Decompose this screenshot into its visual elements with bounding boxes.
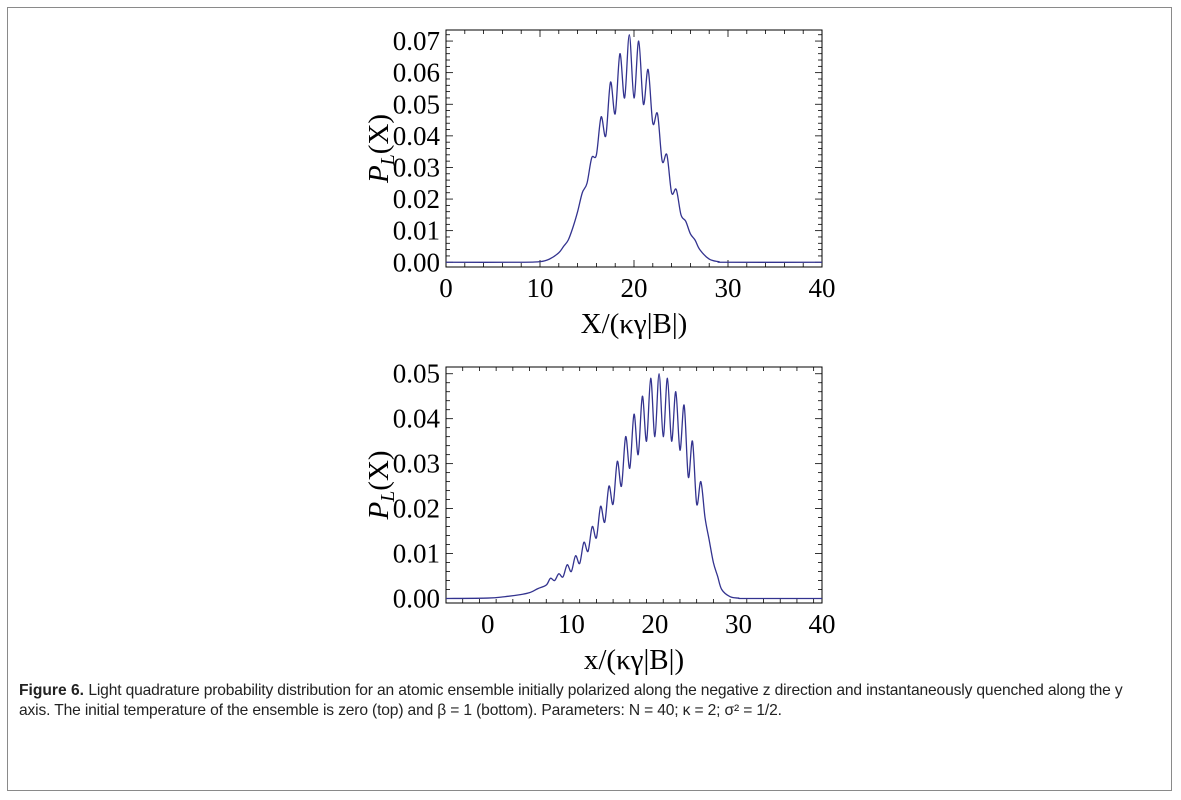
bottom-chart-y-tick-label: 0.00 xyxy=(393,584,440,614)
figure-caption: Figure 6. Light quadrature probability d… xyxy=(19,681,1149,721)
bottom-chart-x-tick-label: 0 xyxy=(481,609,495,639)
top-chart-y-tick-label: 0.01 xyxy=(393,216,440,246)
bottom-chart-y-tick-label: 0.01 xyxy=(393,539,440,569)
top-chart-x-tick-label: 0 xyxy=(439,273,453,303)
bottom-chart-y-axis-label: PL(X) xyxy=(363,450,399,520)
top-chart-y-tick-label: 0.04 xyxy=(393,121,441,151)
top-chart-x-tick-label: 40 xyxy=(809,273,836,303)
top-chart-plot-frame xyxy=(445,29,823,268)
bottom-chart-y-tick-label: 0.04 xyxy=(393,404,441,434)
chart-bottom: 0 10 20 30 40 0.00 0.01 0.02 0.03 0.04 0.05 x/(κγ|B… xyxy=(363,359,836,676)
top-chart-y-tick-label: 0.02 xyxy=(393,184,440,214)
bottom-chart-y-tick-label: 0.03 xyxy=(393,449,440,479)
top-chart-y-tick-label: 0.03 xyxy=(393,152,440,182)
top-chart-y-axis-label: PL(X) xyxy=(363,114,399,184)
top-chart-x-tick-label: 20 xyxy=(621,273,648,303)
chart-top: 0 10 20 30 40 0.000.010.020.030.040.050.060.0… xyxy=(363,26,836,340)
top-chart-y-tick-label: 0.06 xyxy=(393,58,440,88)
figure-caption-label: Figure 6. xyxy=(19,682,84,699)
bottom-chart-x-tick-label: 40 xyxy=(809,609,836,639)
bottom-chart-x-axis-label: x/(κγ|B|) xyxy=(584,644,684,676)
top-chart-x-axis-label: X/(κγ|B|) xyxy=(581,308,688,340)
bottom-chart-x-tick-label: 10 xyxy=(558,609,585,639)
bottom-chart-x-tick-label: 20 xyxy=(641,609,668,639)
bottom-chart-y-tick-label: 0.05 xyxy=(393,359,440,389)
figure-frame xyxy=(7,7,1172,791)
top-chart-series-line xyxy=(445,34,823,263)
figure-caption-text: Light quadrature probability distributio… xyxy=(19,682,1123,719)
top-chart-x-tick-label: 10 xyxy=(527,273,554,303)
bottom-chart-x-tick-label: 30 xyxy=(725,609,752,639)
top-chart-x-tick-label: 30 xyxy=(715,273,742,303)
bottom-chart-series-line xyxy=(445,373,823,600)
top-chart-y-tick-label: 0.07 xyxy=(393,26,440,56)
bottom-chart-y-tick-label: 0.02 xyxy=(393,494,440,524)
top-chart-y-tick-label: 0.00 xyxy=(393,247,440,277)
top-chart-y-tick-label: 0.05 xyxy=(393,89,440,119)
bottom-chart-plot-frame xyxy=(445,366,823,604)
